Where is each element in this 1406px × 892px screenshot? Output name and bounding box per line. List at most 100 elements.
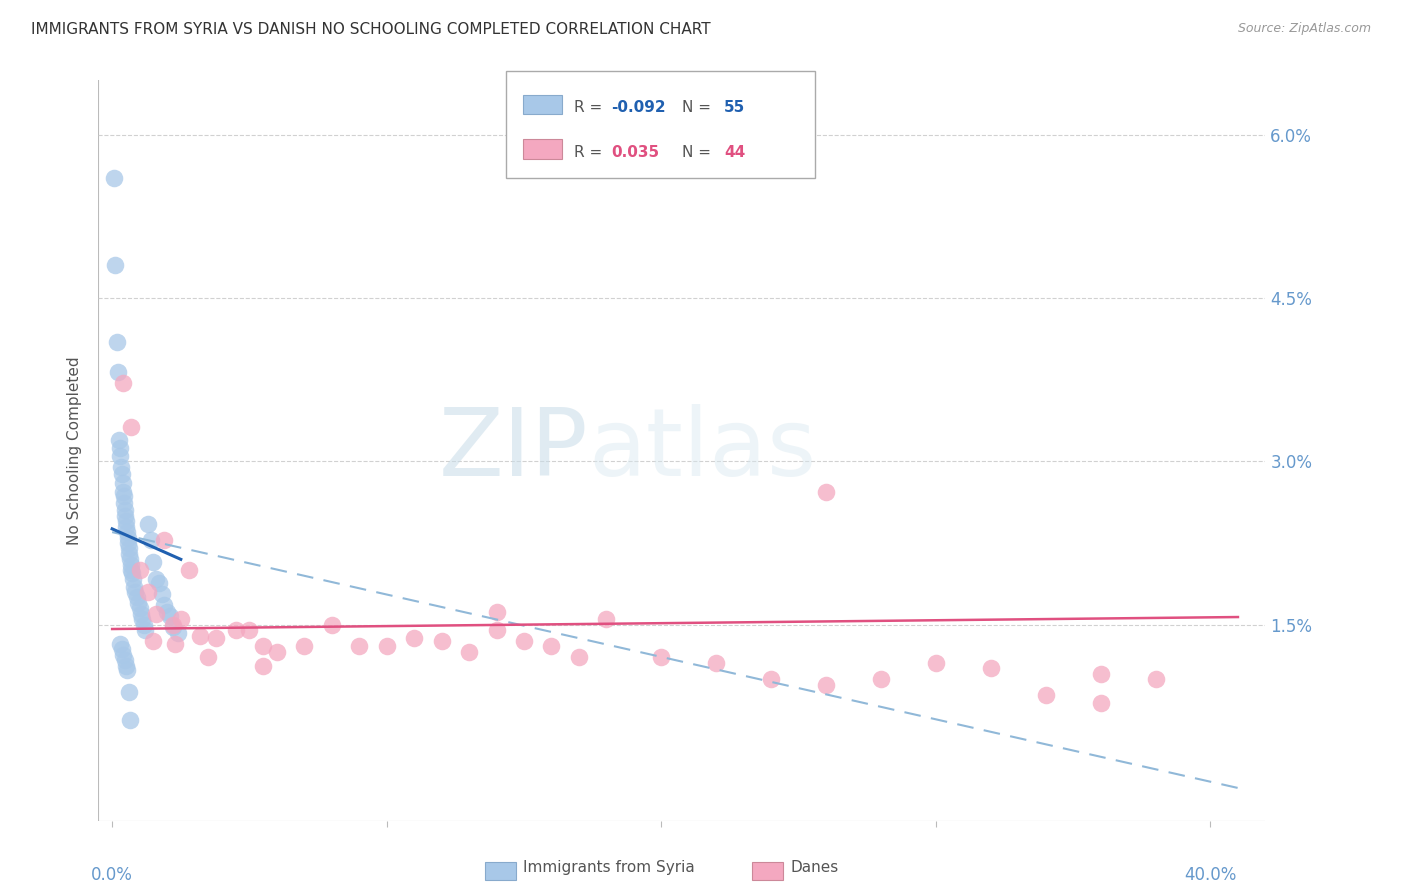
Point — [139, 533, 162, 547]
Point — [1144, 672, 1167, 686]
Point — [122, 580, 145, 594]
Point — [148, 576, 170, 591]
Text: atlas: atlas — [589, 404, 817, 497]
Point — [292, 640, 315, 654]
Point — [112, 496, 135, 510]
Point — [115, 525, 138, 540]
Point — [159, 609, 181, 624]
Point — [145, 572, 167, 586]
Point — [114, 652, 136, 666]
Point — [124, 585, 146, 599]
Text: 40.0%: 40.0% — [1184, 866, 1237, 884]
Point — [132, 617, 155, 632]
Point — [145, 607, 167, 621]
Point — [595, 612, 617, 626]
Point — [104, 259, 127, 273]
Point — [650, 650, 672, 665]
Point — [128, 563, 150, 577]
Point — [114, 503, 136, 517]
Point — [115, 519, 138, 533]
Point — [568, 650, 591, 665]
Point — [815, 677, 838, 691]
Text: R =: R = — [574, 145, 607, 160]
Point — [815, 484, 838, 499]
Point — [108, 442, 131, 456]
Point — [266, 645, 288, 659]
Point — [540, 640, 562, 654]
Point — [225, 623, 247, 637]
Point — [142, 554, 165, 569]
Point — [150, 587, 173, 601]
Point — [134, 623, 156, 637]
Point — [375, 640, 398, 654]
Point — [127, 596, 149, 610]
Point — [125, 591, 148, 605]
Point — [980, 661, 1002, 675]
Point — [1090, 696, 1112, 710]
Point — [112, 648, 135, 662]
Point — [117, 531, 139, 545]
Text: Immigrants from Syria: Immigrants from Syria — [523, 860, 695, 874]
Point — [167, 626, 190, 640]
Point — [111, 476, 134, 491]
Point — [1090, 666, 1112, 681]
Point — [115, 514, 138, 528]
Point — [120, 558, 142, 572]
Point — [430, 634, 453, 648]
Text: ZIP: ZIP — [439, 404, 589, 497]
Text: N =: N = — [682, 100, 716, 115]
Point — [136, 585, 159, 599]
Point — [485, 605, 508, 619]
Text: 0.035: 0.035 — [612, 145, 659, 160]
Point — [252, 640, 274, 654]
Point — [1035, 689, 1057, 703]
Point — [112, 484, 135, 499]
Point — [111, 467, 134, 482]
Point — [112, 376, 135, 390]
Point — [110, 449, 132, 463]
Text: 55: 55 — [724, 100, 745, 115]
Point — [117, 536, 139, 550]
Point — [252, 659, 274, 673]
Point — [105, 334, 128, 349]
Point — [197, 650, 219, 665]
Point — [162, 617, 184, 632]
Point — [112, 489, 135, 503]
Point — [349, 640, 371, 654]
Text: Danes: Danes — [790, 860, 838, 874]
Point — [117, 664, 139, 678]
Text: 44: 44 — [724, 145, 745, 160]
Point — [121, 572, 143, 586]
Point — [925, 656, 948, 670]
Point — [111, 641, 134, 656]
Point — [153, 598, 176, 612]
Point — [107, 365, 129, 379]
Text: 0.0%: 0.0% — [91, 866, 134, 884]
Point — [118, 552, 141, 566]
Point — [238, 623, 260, 637]
Point — [513, 634, 536, 648]
Point — [121, 566, 143, 581]
Point — [870, 672, 893, 686]
Text: Source: ZipAtlas.com: Source: ZipAtlas.com — [1237, 22, 1371, 36]
Point — [759, 672, 782, 686]
Point — [114, 508, 136, 523]
Point — [485, 623, 508, 637]
Point — [129, 607, 152, 621]
Point — [142, 634, 165, 648]
Point — [120, 563, 142, 577]
Point — [117, 541, 139, 556]
Point — [108, 433, 131, 447]
Point — [120, 419, 142, 434]
Point — [110, 637, 132, 651]
Point — [404, 631, 426, 645]
Point — [165, 637, 187, 651]
Point — [115, 659, 138, 673]
Point — [117, 685, 139, 699]
Point — [162, 620, 184, 634]
Point — [153, 533, 176, 547]
Point — [136, 517, 159, 532]
Point — [118, 547, 141, 561]
Point — [128, 601, 150, 615]
Point — [118, 714, 141, 728]
